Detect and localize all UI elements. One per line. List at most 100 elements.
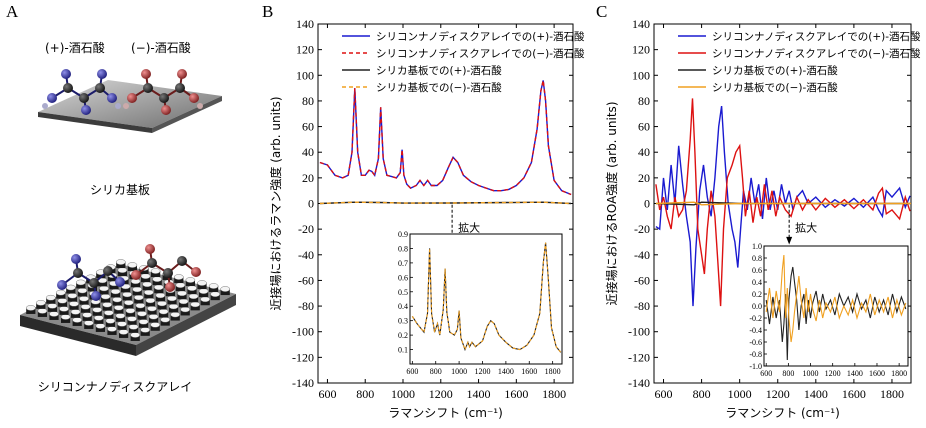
nanodisk-cylinder: [167, 298, 177, 305]
nanodisk-top: [104, 309, 114, 316]
nanodisk-cylinder: [169, 306, 179, 313]
inset-x-tick-label: 1200: [474, 367, 490, 376]
nanodisk-cylinder: [189, 296, 199, 303]
legend-label: シリコンナノディスクアレイでの(−)-酒石酸: [712, 47, 921, 60]
nanodisk-cylinder: [57, 300, 67, 307]
nanodisk-top: [150, 321, 160, 328]
nanodisk-top: [116, 259, 126, 265]
nanodisk-top: [66, 284, 76, 291]
nanodisk-top: [145, 297, 156, 304]
nanodisk-cylinder: [197, 283, 207, 290]
nanodisk-top: [150, 268, 161, 274]
nanodisk-cylinder: [76, 282, 86, 289]
legend-label: シリカ基板での(−)-酒石酸: [376, 81, 502, 94]
nanodisk-cylinder: [111, 291, 121, 298]
y-tick-label: 40: [302, 145, 314, 159]
y-tick-label: 120: [632, 43, 650, 57]
nanodisk-top: [56, 289, 66, 296]
y-tick-label: -120: [292, 350, 314, 364]
nanodisk-cylinder: [37, 310, 47, 317]
nanodisk-cylinder: [175, 285, 185, 292]
nanodisk-cylinder: [185, 280, 195, 287]
inset-y-tick-label: 0.0: [752, 302, 762, 311]
nanodisk-top: [77, 287, 88, 294]
nanodisk-top: [112, 296, 122, 303]
inset-y-tick-label: 0.3: [398, 317, 408, 326]
nanodisk-cylinder: [144, 292, 154, 299]
nanodisk-cylinder: [200, 299, 210, 306]
inset-y-tick-label: 0.4: [398, 302, 408, 311]
nanodisk-cylinder: [104, 312, 114, 319]
nanodisk-top: [114, 304, 124, 311]
nanodisk-cylinder: [96, 272, 106, 279]
y-tick-label: -40: [634, 248, 650, 262]
inset-y-tick-label: 0.4: [752, 278, 762, 287]
nanodisk-top: [210, 291, 220, 297]
nanodisk-top: [94, 315, 104, 321]
nanodisk-cylinder: [36, 302, 46, 309]
y-tick-label: -140: [292, 376, 314, 390]
nanodisk-top: [122, 291, 132, 298]
nanodisk-cylinder: [147, 308, 157, 315]
nanodisk-top: [117, 321, 127, 327]
nanodisk-top: [157, 300, 167, 307]
x-axis-label: ラマンシフト (cm⁻¹): [388, 406, 503, 420]
nanodisk-top: [160, 316, 170, 323]
nanodisk-top: [82, 312, 92, 318]
inset-y-tick-label: 0.2: [752, 290, 762, 299]
nanodisk-top: [190, 301, 200, 308]
series-line-2: [655, 98, 911, 307]
y-tick-label: -20: [298, 222, 314, 236]
panel-letter-b: B: [262, 2, 274, 21]
silica-caption: シリカ基板: [89, 183, 150, 197]
nanodisk-top: [178, 298, 189, 305]
nanodisk-top: [99, 285, 109, 292]
nanodisk-cylinder: [87, 285, 97, 292]
nanodisk-cylinder: [159, 311, 169, 318]
legend-label: シリカ基板での(+)-酒石酸: [376, 64, 502, 77]
nanodisk-cylinder: [116, 262, 126, 269]
nanodisk-cylinder: [97, 280, 107, 287]
nanodisk-cylinder: [114, 307, 124, 314]
nanodisk-top: [142, 281, 152, 288]
x-tick-label: 1200: [429, 387, 453, 401]
nanodisk-top: [128, 324, 139, 330]
nanodisk-cylinder: [102, 304, 112, 311]
roa-chart: -140 -120 -100 -80 -60 -40 -20 0 20 40 60 80 100 120 1…: [604, 17, 921, 420]
nanodisk-cylinder: [61, 316, 71, 323]
inset-x-tick-label: 1400: [498, 367, 514, 376]
inset-y-tick-label: -0.4: [749, 326, 762, 335]
y-axis-label: 近接場におけるROA強度 (arb. units): [604, 102, 619, 306]
y-tick-label: 140: [296, 17, 314, 31]
nanodisk-cylinder: [47, 305, 57, 312]
nanodisk-cylinder: [135, 305, 145, 312]
nanodisk-cylinder: [107, 328, 117, 335]
nanodisk-cylinder: [105, 320, 115, 327]
nanodisk-cylinder: [56, 292, 66, 299]
nanodisk-cylinder: [177, 293, 187, 300]
nanodisk-top: [147, 305, 157, 312]
nanodisk-top: [185, 277, 196, 283]
nanodisk-cylinder: [174, 277, 184, 284]
nanodisk-cylinder: [127, 265, 137, 272]
y-axis-label: 近接場におけるラマン強度 (arb. units): [270, 96, 283, 310]
nanodisk-cylinder: [160, 319, 170, 326]
y-tick-label: 140: [632, 17, 650, 31]
nanodisk-top: [152, 276, 162, 282]
y-tick-label: -40: [298, 248, 314, 262]
nanodisk-cylinder: [72, 319, 82, 326]
legend-label: シリカ基板での(+)-酒石酸: [712, 64, 838, 77]
x-tick-label: 800: [356, 387, 374, 401]
plus-tartaric-label: (+)-酒石酸: [45, 41, 105, 55]
y-tick-label: 100: [632, 68, 650, 82]
nanodisk-cylinder: [152, 279, 162, 286]
series-line-3: [319, 201, 572, 205]
nanodisk-cylinder: [67, 295, 77, 302]
panel-letter-a: A: [6, 2, 19, 21]
nanodisk-cylinder: [112, 299, 122, 306]
inset-y-tick-label: 1.0: [752, 242, 762, 251]
nanodisk-top: [137, 310, 147, 317]
y-tick-label: 40: [638, 145, 650, 159]
y-tick-label: 100: [296, 68, 314, 82]
molecules-silica: [42, 69, 203, 115]
